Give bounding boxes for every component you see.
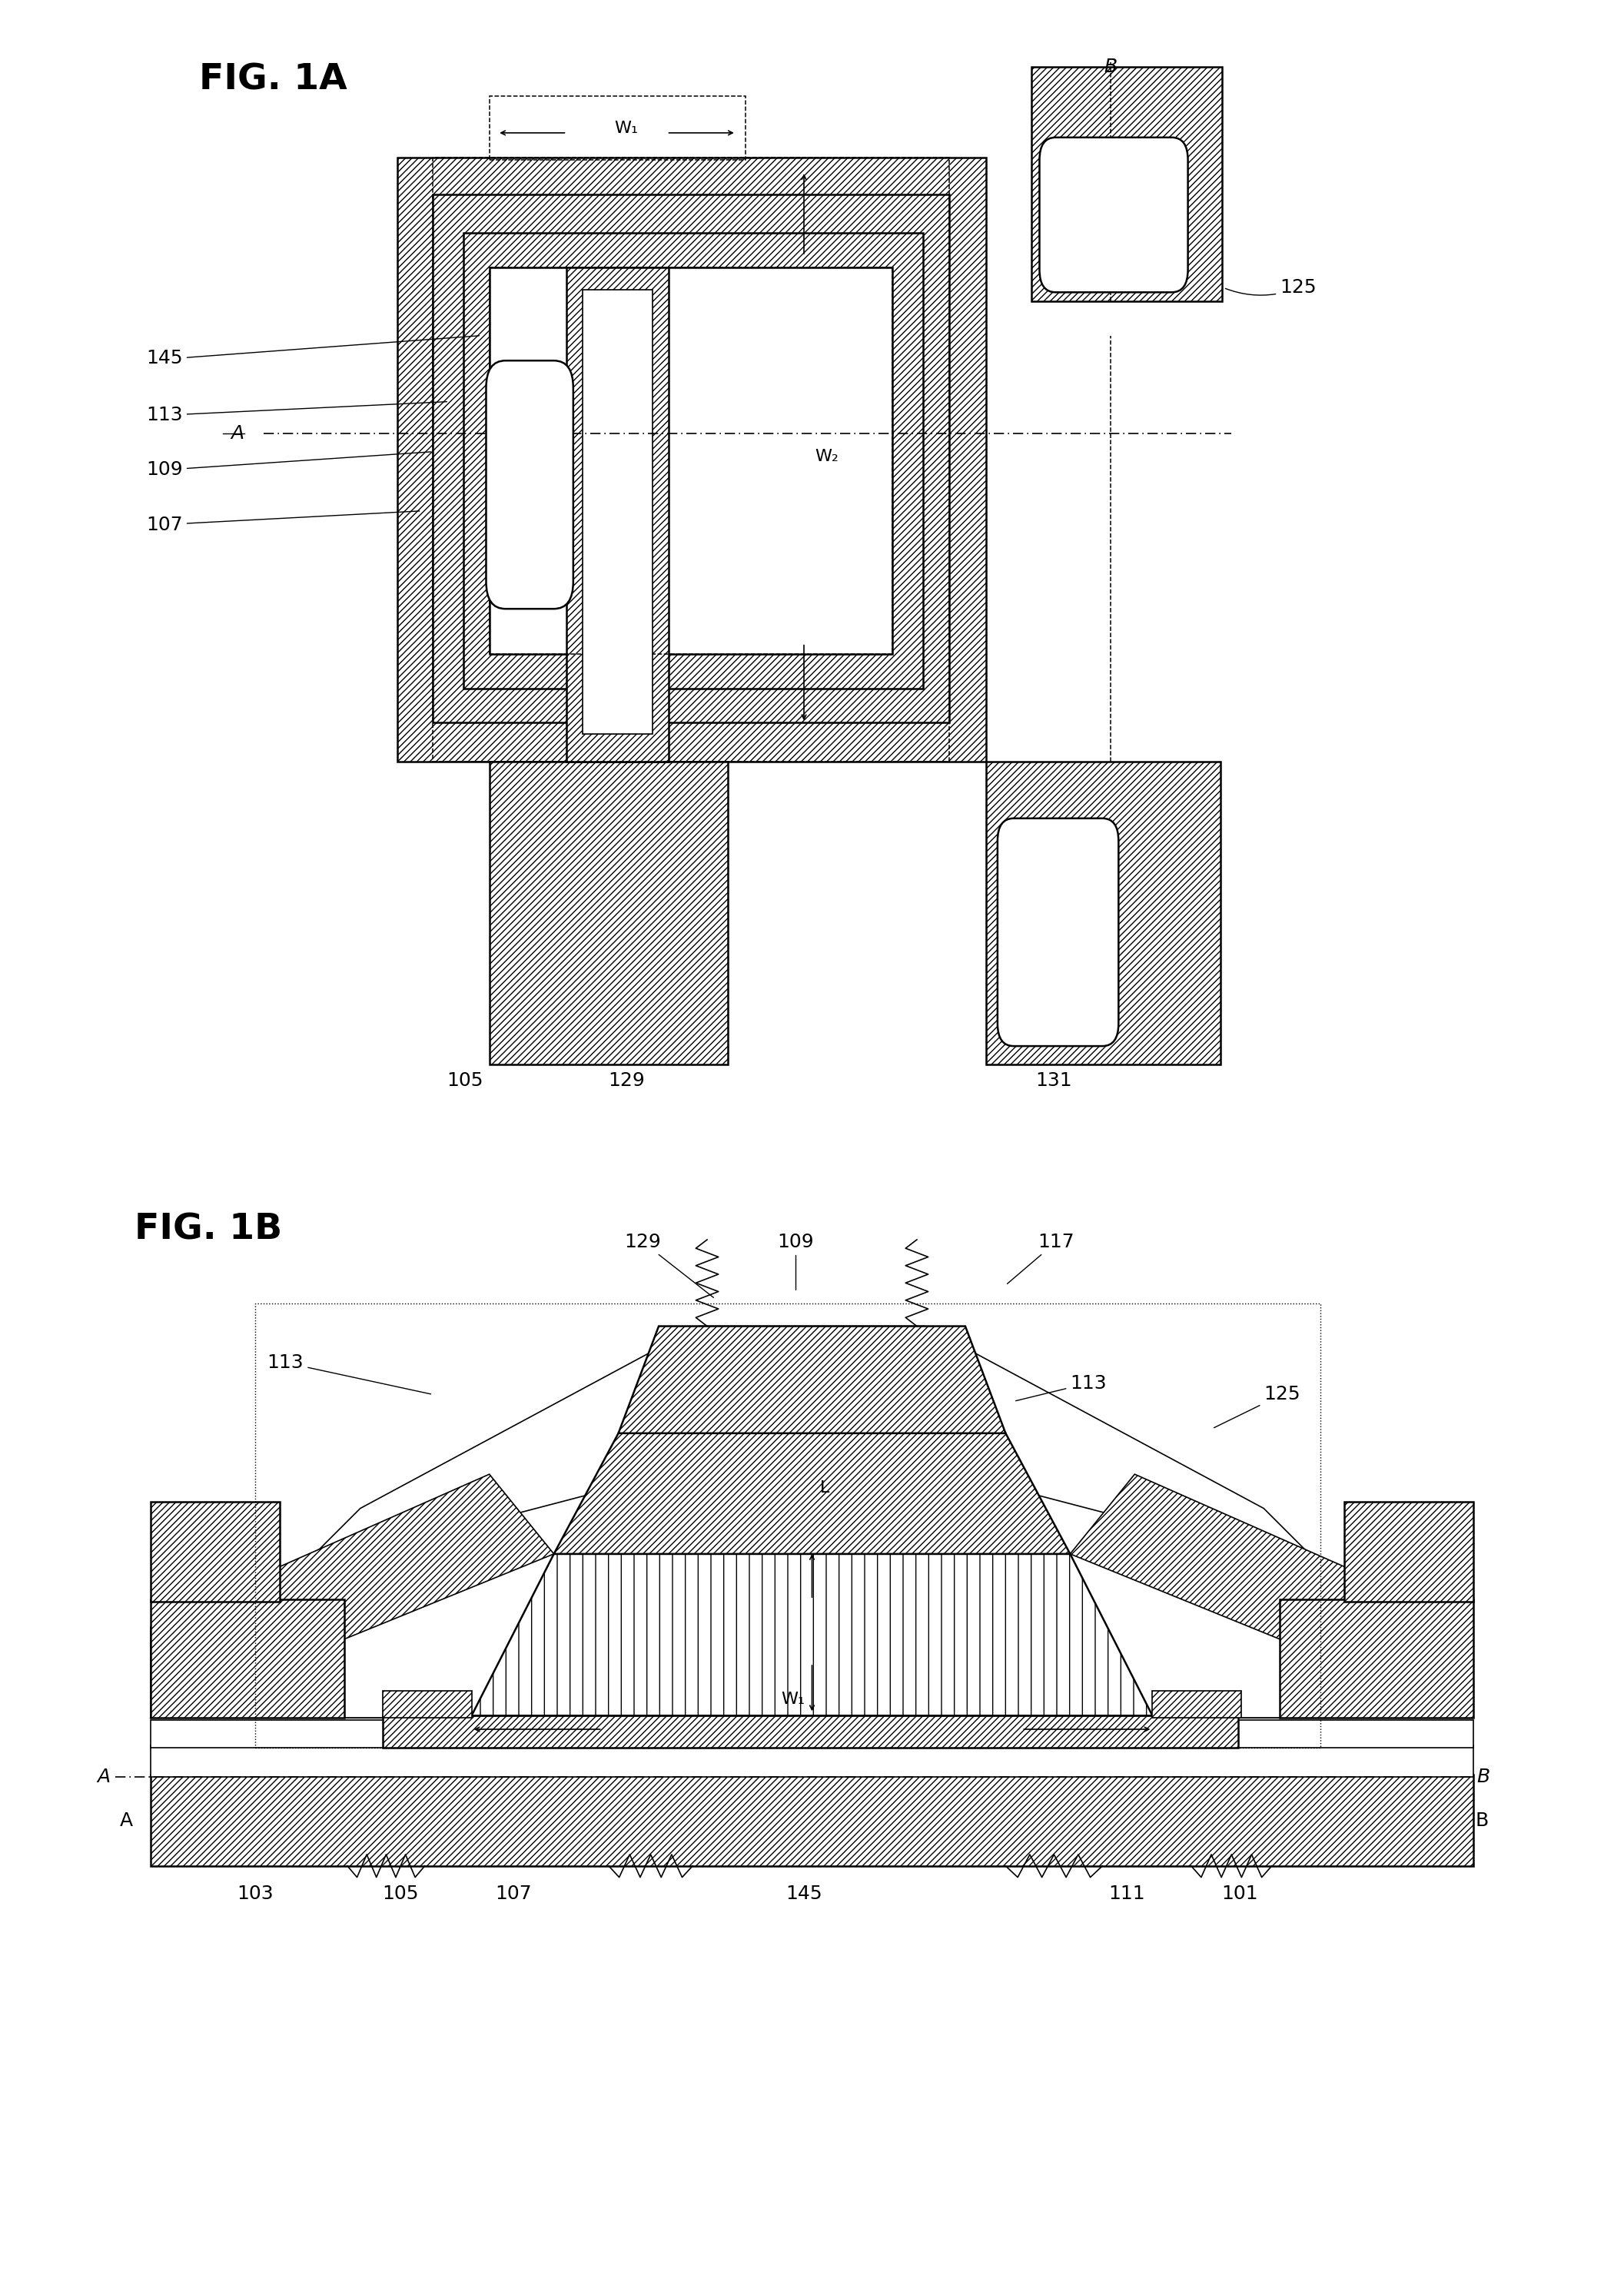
Text: A: A — [120, 1812, 133, 1830]
Bar — [151, 1599, 344, 1718]
Text: 113: 113 — [268, 1354, 430, 1393]
Bar — [463, 233, 924, 689]
Polygon shape — [1070, 1473, 1473, 1718]
Text: 145: 145 — [146, 336, 479, 368]
Text: 113: 113 — [146, 403, 447, 426]
Bar — [151, 1627, 247, 1718]
FancyBboxPatch shape — [1039, 137, 1187, 293]
Bar — [383, 1691, 471, 1718]
Text: W₁: W₁ — [781, 1693, 804, 1707]
FancyBboxPatch shape — [997, 819, 1119, 1046]
Text: 125: 125 — [1215, 1384, 1301, 1428]
Text: 111: 111 — [1108, 1883, 1145, 1904]
Text: A: A — [97, 1769, 110, 1787]
FancyBboxPatch shape — [486, 362, 573, 609]
Text: 129: 129 — [607, 1071, 645, 1089]
Bar — [151, 1721, 1473, 1748]
Bar — [1280, 1599, 1473, 1718]
Text: 113: 113 — [1015, 1373, 1106, 1400]
Bar — [489, 96, 745, 160]
Text: 131: 131 — [1036, 1071, 1072, 1089]
Text: 145: 145 — [786, 1883, 822, 1904]
Text: FIG. 1A: FIG. 1A — [198, 62, 348, 96]
Bar — [489, 268, 893, 654]
Text: B: B — [1475, 1812, 1488, 1830]
Text: 103: 103 — [237, 1883, 274, 1904]
Text: A: A — [231, 423, 244, 442]
Bar — [489, 268, 893, 654]
Text: 125: 125 — [1226, 279, 1317, 297]
Bar — [434, 194, 948, 723]
Text: 129: 129 — [624, 1233, 713, 1297]
Bar — [434, 158, 948, 762]
Text: L: L — [820, 1480, 830, 1496]
Text: 105: 105 — [447, 1071, 484, 1089]
Bar — [489, 762, 728, 1064]
Text: 109: 109 — [778, 1233, 814, 1290]
Text: 109: 109 — [146, 451, 430, 478]
Bar — [583, 291, 653, 734]
Bar — [1153, 1691, 1241, 1718]
Bar — [567, 268, 669, 762]
Text: 101: 101 — [1221, 1883, 1259, 1904]
Text: B: B — [1104, 57, 1117, 76]
Text: W₂: W₂ — [815, 448, 840, 464]
Bar — [151, 1775, 1473, 1867]
Bar — [1345, 1501, 1473, 1602]
Text: FIG. 1B: FIG. 1B — [135, 1213, 283, 1247]
Text: 105: 105 — [382, 1883, 419, 1904]
Bar — [255, 1304, 1320, 1748]
Bar — [1377, 1627, 1473, 1718]
Text: 117: 117 — [1007, 1233, 1075, 1284]
Polygon shape — [471, 1554, 1153, 1716]
Text: 107: 107 — [495, 1883, 531, 1904]
Bar — [986, 762, 1220, 1064]
Text: W₁: W₁ — [614, 121, 638, 135]
Text: B: B — [1476, 1769, 1489, 1787]
Polygon shape — [151, 1473, 554, 1718]
Bar — [1031, 66, 1221, 302]
Bar — [398, 158, 986, 762]
Bar — [151, 1501, 279, 1602]
Polygon shape — [554, 1432, 1070, 1554]
Text: 107: 107 — [146, 510, 419, 533]
Bar — [151, 1746, 1473, 1778]
Polygon shape — [619, 1327, 1005, 1432]
Bar — [383, 1716, 1237, 1748]
